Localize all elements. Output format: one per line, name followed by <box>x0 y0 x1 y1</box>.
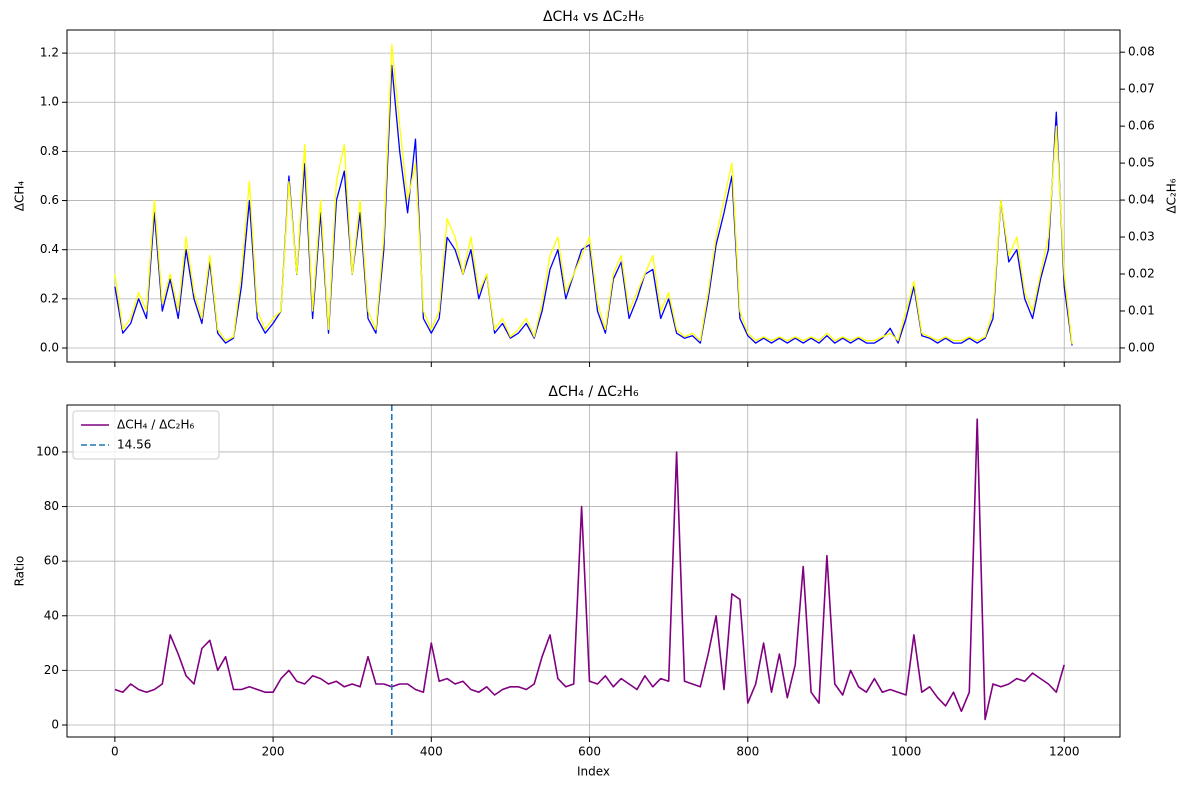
x-tick-label: 200 <box>262 745 285 759</box>
y-tick-label: 100 <box>36 444 59 458</box>
y-tick-label: 1.2 <box>40 46 59 60</box>
plot-frame <box>66 29 1121 363</box>
y-tick-label: 0.2 <box>40 291 59 305</box>
plot-frame <box>66 404 1121 738</box>
x-axis-label: Index <box>577 765 610 779</box>
x-tick-label: 800 <box>736 745 759 759</box>
y-tick-label: 0.4 <box>40 242 59 256</box>
y2-tick-label: 0.01 <box>1128 303 1155 317</box>
y2-tick-label: 0.02 <box>1128 267 1155 281</box>
legend-box <box>72 410 220 460</box>
y-tick-label: 80 <box>44 499 59 513</box>
x-tick-label: 600 <box>578 745 601 759</box>
y2-tick-label: 0.07 <box>1128 82 1155 96</box>
y-tick-label: 0.8 <box>40 144 59 158</box>
y-axis-label: Ratio <box>13 556 27 587</box>
y2-tick-label: 0.03 <box>1128 230 1155 244</box>
y2-tick-label: 0.05 <box>1128 156 1155 170</box>
y-tick-label: 0 <box>51 717 59 731</box>
y2-tick-label: 0.08 <box>1128 45 1155 59</box>
y2-tick-label: 0.04 <box>1128 193 1155 207</box>
data-line <box>114 64 1073 346</box>
y-tick-label: 20 <box>44 663 59 677</box>
data-line <box>114 44 1073 345</box>
chart-title: ΔCH₄ vs ΔC₂H₆ <box>543 9 644 25</box>
y2-tick-label: 0.00 <box>1128 340 1155 354</box>
y-tick-label: 40 <box>44 608 59 622</box>
x-tick-label: 1200 <box>1049 745 1080 759</box>
x-tick-label: 1000 <box>891 745 922 759</box>
y-axis-label: ΔCH₄ <box>13 181 27 212</box>
chart-title: ΔCH₄ / ΔC₂H₆ <box>548 384 639 400</box>
y-tick-label: 60 <box>44 554 59 568</box>
x-tick-label: 400 <box>420 745 443 759</box>
y-tick-label: 1.0 <box>40 95 59 109</box>
legend: ΔCH₄ / ΔC₂H₆ 14.56 <box>72 410 220 460</box>
legend-label: 14.56 <box>117 438 151 452</box>
data-line <box>114 418 1065 721</box>
y-tick-label: 0.0 <box>40 340 59 354</box>
y2-tick-label: 0.06 <box>1128 119 1155 133</box>
y2-axis-label: ΔC₂H₆ <box>1165 178 1179 213</box>
legend-label: ΔCH₄ / ΔC₂H₆ <box>117 418 195 432</box>
x-tick-label: 0 <box>111 745 119 759</box>
y-tick-label: 0.6 <box>40 193 59 207</box>
